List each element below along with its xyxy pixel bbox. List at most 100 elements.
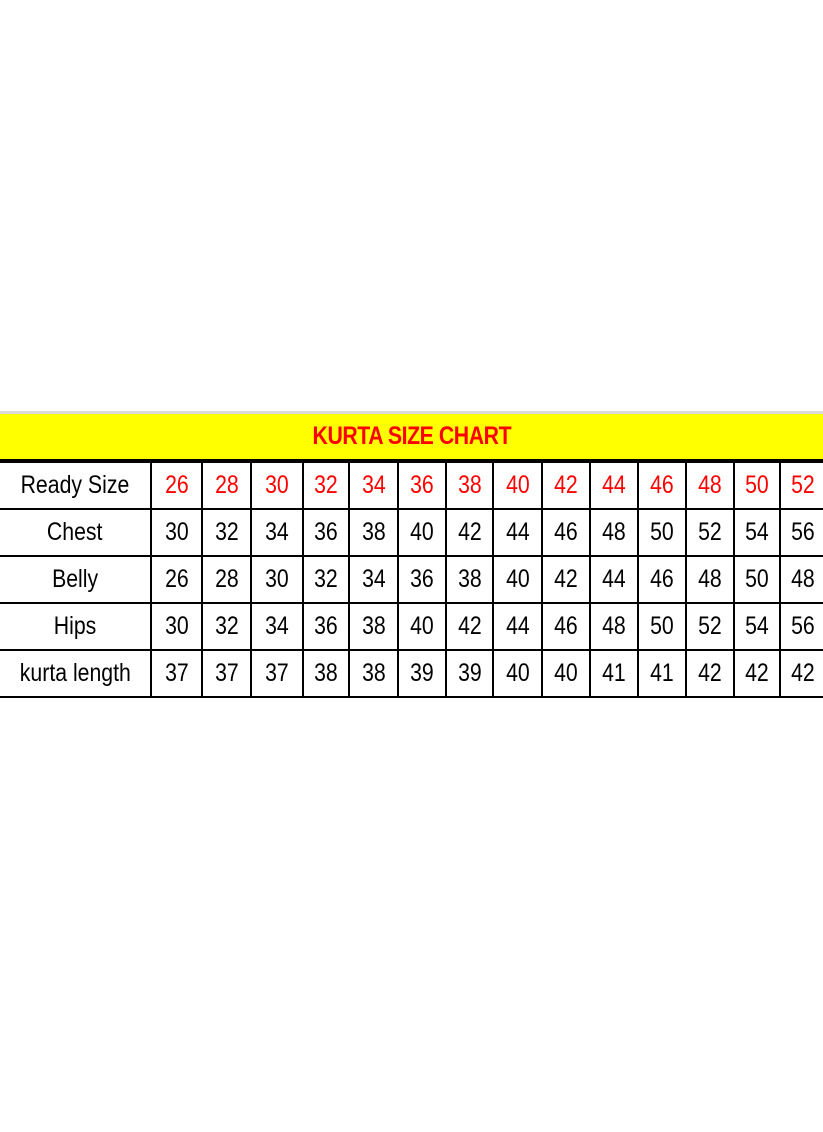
cell-value: 32 <box>314 471 338 499</box>
measurement-cell: 38 <box>445 555 494 604</box>
cell-value: 42 <box>698 659 722 687</box>
measurement-cell: 46 <box>541 508 591 557</box>
cell-value: 46 <box>650 565 674 593</box>
measurement-cell: 40 <box>541 649 591 698</box>
row-label: Chest <box>0 508 152 557</box>
cell-value: 44 <box>505 612 530 640</box>
cell-value: 52 <box>698 518 722 546</box>
measurement-cell: 50 <box>637 602 687 651</box>
measurement-cell: 54 <box>733 602 781 651</box>
cell-value: 38 <box>361 612 386 640</box>
cell-value: 42 <box>745 659 769 687</box>
cell-value: 46 <box>554 612 578 640</box>
measurement-cell: 48 <box>589 602 639 651</box>
cell-value: 44 <box>505 518 530 546</box>
cell-value: 36 <box>314 612 338 640</box>
measurement-cell: 38 <box>348 508 399 557</box>
measurement-cell: 41 <box>637 649 687 698</box>
table-row: Chest 30 32 34 36 38 40 42 44 46 48 50 52 54 56 <box>0 508 823 557</box>
cell-value: 30 <box>265 471 289 499</box>
measurement-cell: 36 <box>397 555 447 604</box>
cell-value: 41 <box>602 659 626 687</box>
cell-value: 36 <box>410 471 434 499</box>
measurement-cell: 36 <box>302 508 350 557</box>
measurement-cell: 50 <box>637 508 687 557</box>
measurement-cell: 34 <box>250 602 304 651</box>
cell-value: 40 <box>410 518 434 546</box>
measurement-cell: 44 <box>589 555 639 604</box>
cell-value: 37 <box>214 659 239 687</box>
cell-value: 39 <box>457 659 482 687</box>
measurement-cell: 48 <box>779 555 823 604</box>
cell-value: 40 <box>505 471 530 499</box>
size-cell: 48 <box>685 461 735 510</box>
cell-value: 34 <box>361 565 386 593</box>
table-row: kurta length 37 37 37 38 38 39 39 40 40 41 41 42 42 42 <box>0 649 823 698</box>
cell-value: 30 <box>164 612 189 640</box>
cell-value: 26 <box>164 471 189 499</box>
title-band: KURTA SIZE CHART <box>0 414 823 461</box>
cell-value: 32 <box>214 518 239 546</box>
top-divider <box>0 411 823 414</box>
measurement-cell: 48 <box>589 508 639 557</box>
cell-value: 42 <box>790 659 815 687</box>
measurement-cell: 34 <box>348 555 399 604</box>
size-cell: 26 <box>150 461 203 510</box>
size-cell: 50 <box>733 461 781 510</box>
size-table: Ready Size 26 28 30 32 34 36 38 40 42 44 46 48 50 52 Ch… <box>0 461 823 698</box>
measurement-cell: 40 <box>492 555 543 604</box>
row-label-text: Ready Size <box>20 471 130 499</box>
size-cell: 32 <box>302 461 350 510</box>
measurement-cell: 42 <box>733 649 781 698</box>
table-row: Hips 30 32 34 36 38 40 42 44 46 48 50 52 54 56 <box>0 602 823 651</box>
cell-value: 44 <box>602 471 626 499</box>
cell-value: 41 <box>650 659 674 687</box>
measurement-cell: 39 <box>445 649 494 698</box>
cell-value: 50 <box>745 565 769 593</box>
cell-value: 52 <box>698 612 722 640</box>
cell-value: 26 <box>164 565 189 593</box>
size-cell: 46 <box>637 461 687 510</box>
cell-value: 42 <box>554 471 578 499</box>
cell-value: 54 <box>745 518 769 546</box>
cell-value: 38 <box>314 659 338 687</box>
measurement-cell: 54 <box>733 508 781 557</box>
size-cell: 44 <box>589 461 639 510</box>
size-cell: 28 <box>201 461 252 510</box>
cell-value: 36 <box>314 518 338 546</box>
measurement-cell: 36 <box>302 602 350 651</box>
row-label: Ready Size <box>0 461 152 510</box>
measurement-cell: 50 <box>733 555 781 604</box>
size-cell: 30 <box>250 461 304 510</box>
measurement-cell: 56 <box>779 602 823 651</box>
cell-value: 40 <box>410 612 434 640</box>
cell-value: 46 <box>554 518 578 546</box>
cell-value: 38 <box>457 471 482 499</box>
cell-value: 38 <box>361 659 386 687</box>
measurement-cell: 52 <box>685 508 735 557</box>
measurement-cell: 52 <box>685 602 735 651</box>
row-label: kurta length <box>0 649 152 698</box>
cell-value: 39 <box>410 659 434 687</box>
measurement-cell: 39 <box>397 649 447 698</box>
cell-value: 48 <box>602 518 626 546</box>
size-cell: 36 <box>397 461 447 510</box>
measurement-cell: 41 <box>589 649 639 698</box>
cell-value: 30 <box>265 565 289 593</box>
cell-value: 37 <box>265 659 289 687</box>
measurement-cell: 38 <box>302 649 350 698</box>
cell-value: 40 <box>554 659 578 687</box>
measurement-cell: 32 <box>201 508 252 557</box>
cell-value: 48 <box>698 565 722 593</box>
row-label-text: Chest <box>47 518 103 546</box>
row-label-text: kurta length <box>19 659 131 687</box>
cell-value: 50 <box>745 471 769 499</box>
measurement-cell: 28 <box>201 555 252 604</box>
measurement-cell: 42 <box>779 649 823 698</box>
size-cell: 34 <box>348 461 399 510</box>
cell-value: 37 <box>164 659 189 687</box>
cell-value: 40 <box>505 659 530 687</box>
measurement-cell: 30 <box>250 555 304 604</box>
measurement-cell: 40 <box>492 649 543 698</box>
chart-title: KURTA SIZE CHART <box>312 422 511 450</box>
